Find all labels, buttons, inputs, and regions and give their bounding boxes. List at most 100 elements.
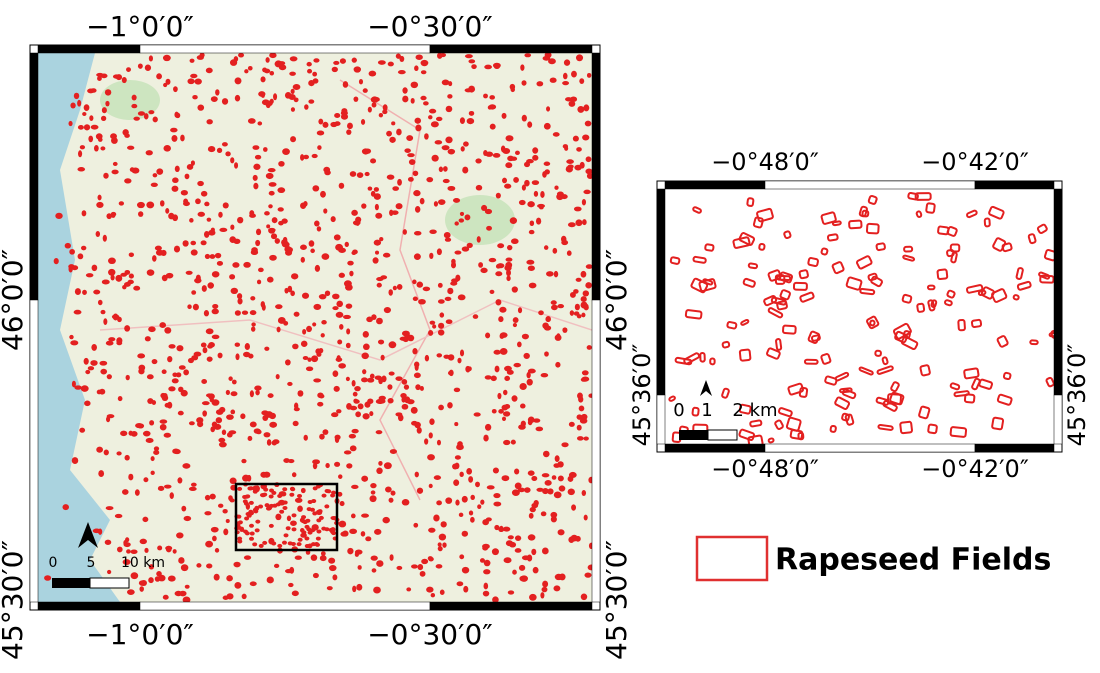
field bbox=[252, 489, 258, 494]
field bbox=[684, 309, 703, 320]
field bbox=[436, 353, 443, 358]
field bbox=[89, 115, 94, 121]
field bbox=[529, 506, 536, 513]
field bbox=[351, 57, 357, 63]
field bbox=[527, 368, 536, 374]
field bbox=[237, 297, 243, 305]
field bbox=[267, 100, 273, 106]
field bbox=[416, 427, 422, 434]
field bbox=[465, 365, 471, 373]
field bbox=[324, 169, 331, 176]
field bbox=[367, 186, 373, 191]
field bbox=[145, 150, 153, 156]
field bbox=[581, 198, 587, 206]
field bbox=[69, 334, 74, 340]
frame-segment bbox=[664, 443, 766, 453]
field bbox=[470, 494, 475, 500]
field bbox=[378, 460, 383, 466]
field bbox=[306, 61, 312, 67]
field bbox=[219, 227, 228, 233]
field bbox=[401, 498, 410, 506]
field bbox=[146, 269, 155, 276]
field bbox=[183, 369, 189, 376]
field bbox=[528, 512, 534, 519]
field bbox=[263, 487, 269, 492]
field bbox=[168, 344, 176, 349]
field bbox=[301, 530, 307, 535]
field bbox=[90, 360, 98, 366]
field bbox=[223, 528, 229, 536]
field bbox=[886, 393, 902, 405]
field bbox=[746, 197, 755, 207]
field bbox=[420, 70, 427, 75]
field bbox=[196, 563, 202, 568]
field bbox=[307, 543, 313, 548]
field bbox=[373, 586, 381, 594]
field bbox=[475, 481, 480, 488]
field bbox=[112, 313, 119, 321]
field bbox=[461, 495, 468, 503]
field bbox=[380, 275, 388, 280]
field bbox=[779, 289, 791, 301]
field bbox=[915, 210, 923, 218]
field bbox=[355, 411, 361, 418]
field bbox=[459, 471, 464, 478]
field bbox=[535, 426, 544, 432]
field bbox=[354, 551, 359, 557]
field bbox=[180, 134, 185, 142]
field bbox=[438, 322, 445, 329]
field bbox=[222, 202, 229, 209]
field bbox=[406, 135, 414, 141]
field bbox=[349, 445, 357, 452]
field bbox=[464, 88, 473, 93]
field bbox=[459, 117, 465, 124]
field bbox=[874, 349, 882, 357]
field bbox=[1038, 271, 1051, 280]
field bbox=[540, 511, 547, 517]
lon-label: −1°0′0″ bbox=[86, 618, 194, 651]
field bbox=[300, 154, 305, 161]
field bbox=[361, 352, 369, 360]
field bbox=[225, 518, 230, 524]
field bbox=[205, 67, 213, 74]
field bbox=[146, 374, 154, 380]
field bbox=[353, 398, 358, 403]
field bbox=[361, 513, 369, 518]
field bbox=[108, 337, 116, 342]
field bbox=[308, 240, 315, 247]
field bbox=[204, 201, 210, 207]
field bbox=[799, 291, 815, 303]
field bbox=[366, 377, 375, 383]
field bbox=[387, 61, 394, 67]
field bbox=[281, 239, 288, 246]
field bbox=[497, 392, 502, 400]
field bbox=[583, 436, 589, 441]
field bbox=[331, 490, 337, 495]
field bbox=[281, 218, 288, 224]
field bbox=[124, 325, 131, 332]
field bbox=[292, 343, 299, 350]
field bbox=[387, 397, 394, 404]
field bbox=[406, 399, 415, 405]
field bbox=[71, 457, 79, 464]
field bbox=[752, 216, 764, 229]
field bbox=[176, 345, 184, 352]
field bbox=[464, 54, 473, 59]
field bbox=[429, 418, 435, 426]
field bbox=[206, 356, 213, 362]
field bbox=[127, 145, 135, 150]
field bbox=[504, 404, 511, 409]
field bbox=[369, 495, 377, 503]
field bbox=[377, 398, 386, 404]
field bbox=[510, 238, 519, 245]
field bbox=[173, 86, 178, 93]
field bbox=[297, 493, 303, 498]
field bbox=[316, 529, 322, 534]
field bbox=[498, 527, 505, 533]
field bbox=[243, 555, 252, 560]
field bbox=[228, 376, 233, 381]
field bbox=[160, 249, 167, 256]
field bbox=[180, 190, 188, 196]
field bbox=[290, 136, 297, 143]
lat-label: 46°0′0″ bbox=[600, 249, 633, 351]
